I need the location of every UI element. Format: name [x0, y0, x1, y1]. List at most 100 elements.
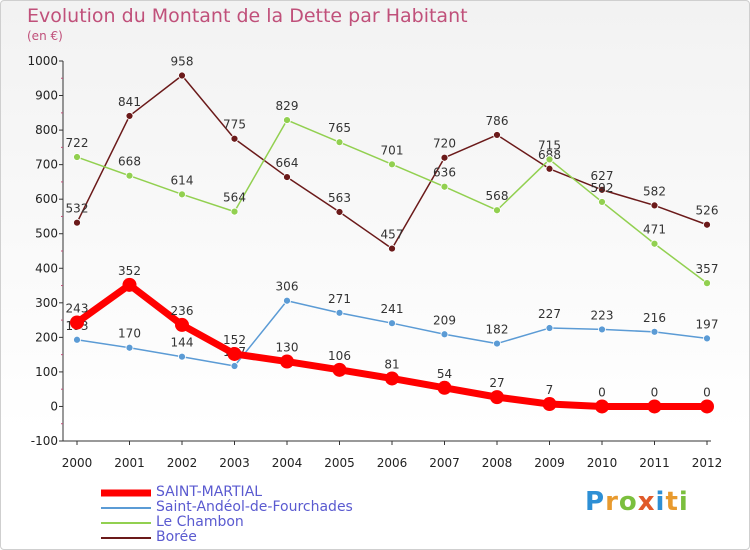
data-label: 722: [66, 136, 89, 150]
data-label: 236: [171, 304, 194, 318]
data-point: [70, 315, 84, 330]
data-label: 841: [118, 95, 141, 109]
brand-letter: i: [655, 487, 666, 517]
data-label: 197: [696, 317, 719, 331]
data-label: 786: [486, 114, 509, 128]
data-point: [650, 327, 659, 336]
data-point: [385, 371, 399, 386]
data-label: 627: [591, 169, 614, 183]
data-label: 0: [651, 385, 659, 399]
x-tick-label: 2008: [482, 456, 513, 470]
y-tick-label: 600: [35, 192, 58, 206]
legend-item: Le Chambon: [101, 515, 353, 530]
y-tick-label: 100: [35, 365, 58, 379]
y-tick-label: 200: [35, 330, 58, 344]
legend-item: Saint-Andéol-de-Fourchades: [101, 500, 353, 515]
x-tick-label: 2011: [639, 456, 670, 470]
data-point: [230, 134, 239, 143]
data-label: 592: [591, 181, 614, 195]
x-tick-label: 2004: [272, 456, 303, 470]
legend-item: SAINT-MARTIAL: [101, 485, 353, 500]
y-tick-label: 900: [35, 89, 58, 103]
data-label: 958: [171, 55, 194, 69]
data-point: [542, 397, 557, 412]
data-point: [73, 153, 81, 161]
x-tick-label: 2003: [219, 456, 250, 470]
data-point: [283, 173, 291, 181]
data-label: 564: [223, 191, 246, 205]
data-point: [545, 324, 554, 332]
legend-label: SAINT-MARTIAL: [156, 484, 263, 500]
data-label: 715: [538, 138, 561, 152]
data-label: 106: [328, 349, 351, 363]
data-point: [490, 390, 504, 405]
y-tick-label: 400: [35, 261, 58, 275]
legend-swatch: [101, 506, 151, 509]
y-tick-label: 1000: [27, 54, 58, 68]
data-point: [178, 71, 186, 80]
data-point: [703, 334, 711, 343]
data-label: 271: [328, 292, 351, 306]
legend-label: Saint-Andéol-de-Fourchades: [156, 499, 353, 515]
data-point: [388, 244, 396, 253]
x-tick-label: 2000: [62, 456, 93, 470]
data-point: [440, 330, 449, 339]
brand-letter: t: [665, 487, 679, 517]
data-point: [125, 171, 134, 180]
data-point: [283, 116, 291, 124]
data-label: 81: [384, 357, 399, 371]
data-label: 170: [118, 327, 141, 341]
legend-item: Borée: [101, 530, 353, 545]
data-label: 241: [381, 302, 404, 316]
data-point: [230, 207, 239, 216]
legend-swatch: [101, 536, 151, 539]
data-label: 582: [643, 184, 666, 198]
data-point: [335, 208, 344, 216]
y-tick-label: 800: [35, 123, 58, 137]
data-point: [598, 325, 606, 334]
data-point: [545, 164, 554, 173]
chart-title: Evolution du Montant de la Dette par Hab…: [27, 5, 468, 27]
data-label: 668: [118, 155, 141, 169]
x-tick-label: 2010: [587, 456, 618, 470]
data-point: [283, 296, 291, 305]
data-point: [122, 277, 137, 292]
x-tick-label: 2009: [534, 456, 565, 470]
legend-label: Borée: [156, 529, 197, 545]
data-label: 130: [276, 341, 299, 355]
y-tick-label: 500: [35, 227, 58, 241]
brand-letter: o: [618, 487, 638, 517]
data-label: 152: [223, 333, 246, 347]
data-point: [280, 354, 294, 369]
data-label: 223: [591, 308, 614, 322]
data-point: [703, 220, 711, 229]
data-label: 765: [328, 121, 351, 135]
data-point: [598, 198, 606, 206]
x-tick-label: 2007: [429, 456, 460, 470]
data-point: [545, 155, 554, 164]
data-point: [335, 308, 344, 317]
data-point: [332, 362, 347, 377]
data-label: 614: [171, 173, 194, 187]
x-tick-label: 2006: [377, 456, 408, 470]
data-point: [388, 319, 396, 328]
data-label: 457: [381, 228, 404, 242]
data-label: 701: [381, 143, 404, 157]
y-tick-label: 700: [35, 158, 58, 172]
x-tick-label: 2005: [324, 456, 355, 470]
data-point: [73, 335, 81, 344]
data-point: [650, 239, 659, 248]
data-label: 182: [486, 323, 509, 337]
data-point: [493, 339, 501, 348]
data-point: [595, 399, 609, 414]
data-label: 775: [223, 118, 246, 132]
data-label: 568: [486, 189, 509, 203]
data-point: [178, 352, 186, 361]
data-label: 471: [643, 223, 666, 237]
data-point: [125, 343, 134, 352]
chart-legend: SAINT-MARTIAL Saint-Andéol-de-Fourchades L…: [101, 485, 353, 545]
data-point: [703, 279, 711, 288]
data-point: [335, 138, 344, 147]
brand-letter: P: [585, 487, 606, 517]
